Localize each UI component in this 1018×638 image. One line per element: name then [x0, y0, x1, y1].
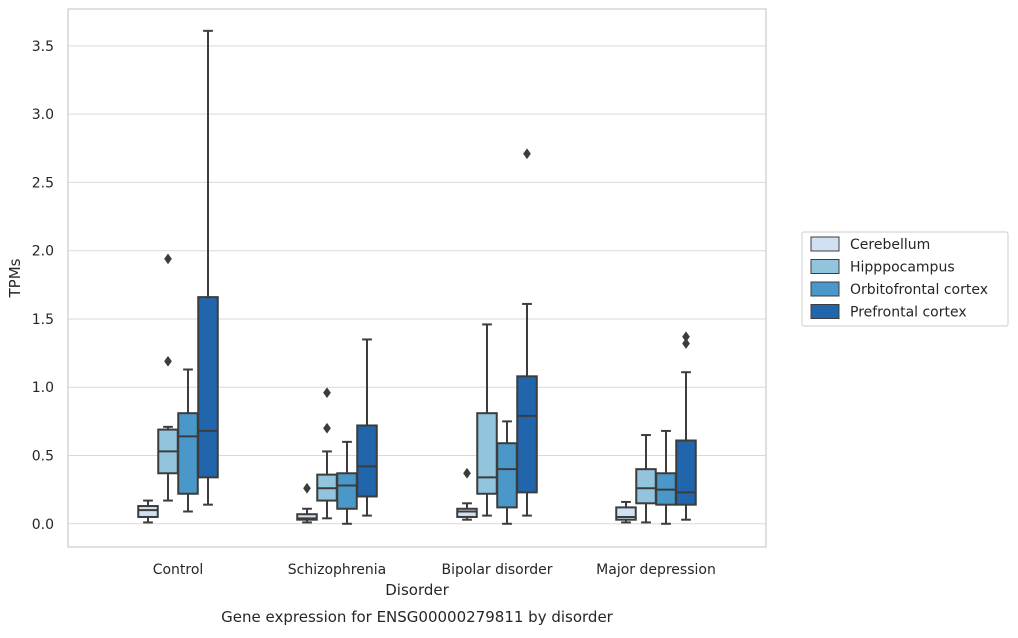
y-tick-label: 1.5 — [32, 312, 54, 328]
box-body — [356, 424, 378, 498]
box-2-0 — [177, 368, 199, 513]
box-body — [336, 472, 358, 510]
x-tick-label: Bipolar disorder — [441, 562, 552, 578]
box-body — [296, 513, 318, 521]
legend-label: Cerebellum — [850, 237, 930, 253]
box-body — [137, 505, 159, 518]
y-tick-label: 3.5 — [32, 39, 54, 55]
box-3-2 — [516, 302, 538, 517]
boxes — [137, 29, 697, 525]
box-3-1 — [356, 338, 378, 517]
x-tick-label: Schizophrenia — [288, 562, 386, 578]
y-tick-label: 0.0 — [32, 517, 54, 533]
outlier-point — [682, 338, 690, 349]
y-axis-label: TPMs — [6, 258, 24, 298]
box-2-3 — [655, 429, 677, 525]
outlier-point — [164, 253, 172, 265]
outlier-point — [682, 331, 690, 343]
box-1-3 — [635, 434, 657, 524]
y-axis-ticks: 0.0 0.5 1.0 1.5 2.0 2.5 3.0 3.5 — [32, 39, 54, 533]
box-3-3 — [675, 331, 697, 521]
box-body — [476, 412, 498, 495]
box-body — [516, 375, 538, 494]
box-3-0 — [197, 29, 219, 506]
legend-label: Prefrontal cortex — [850, 305, 967, 321]
x-axis-label: Disorder — [385, 581, 449, 599]
box-0-2 — [456, 502, 478, 521]
box-2-2 — [496, 420, 518, 525]
legend-frame — [801, 231, 1009, 327]
box-body — [456, 507, 478, 518]
y-tick-label: 1.0 — [32, 380, 54, 396]
box-body — [197, 296, 219, 479]
y-tick-label: 2.5 — [32, 175, 54, 191]
x-tick-label: Control — [153, 562, 204, 578]
legend: Cerebellum Hipppocampus Orbitofrontal cort… — [801, 231, 1009, 327]
outlier-point — [523, 148, 531, 160]
outlier-point — [463, 467, 471, 479]
x-tick-label: Major depression — [596, 562, 716, 578]
y-tick-label: 0.5 — [32, 449, 54, 465]
legend-swatch — [810, 236, 840, 252]
box-0-1 — [296, 507, 318, 524]
box-1-2 — [476, 323, 498, 517]
box-body — [496, 442, 518, 509]
box-2-1 — [336, 440, 358, 525]
outlier-point — [323, 387, 331, 399]
x-axis-ticks: Control Schizophrenia Bipolar disorder Majo… — [153, 562, 716, 578]
y-tick-label: 3.0 — [32, 107, 54, 123]
legend-swatch — [810, 259, 840, 274]
box-1-0 — [157, 253, 179, 502]
legend-label: Orbitofrontal cortex — [850, 282, 988, 298]
outlier-point — [303, 482, 311, 494]
box-body — [675, 439, 697, 506]
box-0-0 — [137, 499, 159, 524]
box-0-3 — [615, 500, 637, 524]
box-body — [177, 412, 199, 495]
box-1-1 — [316, 387, 338, 520]
outlier-point — [164, 355, 172, 367]
outlier-point — [323, 422, 331, 434]
chart-caption: Gene expression for ENSG00000279811 by d… — [221, 608, 614, 626]
y-tick-label: 2.0 — [32, 244, 54, 260]
box-body — [635, 468, 657, 505]
plot-frame — [67, 8, 767, 548]
legend-label: Hipppocampus — [850, 260, 955, 276]
legend-swatch — [810, 281, 840, 297]
legend-swatch — [810, 304, 840, 319]
